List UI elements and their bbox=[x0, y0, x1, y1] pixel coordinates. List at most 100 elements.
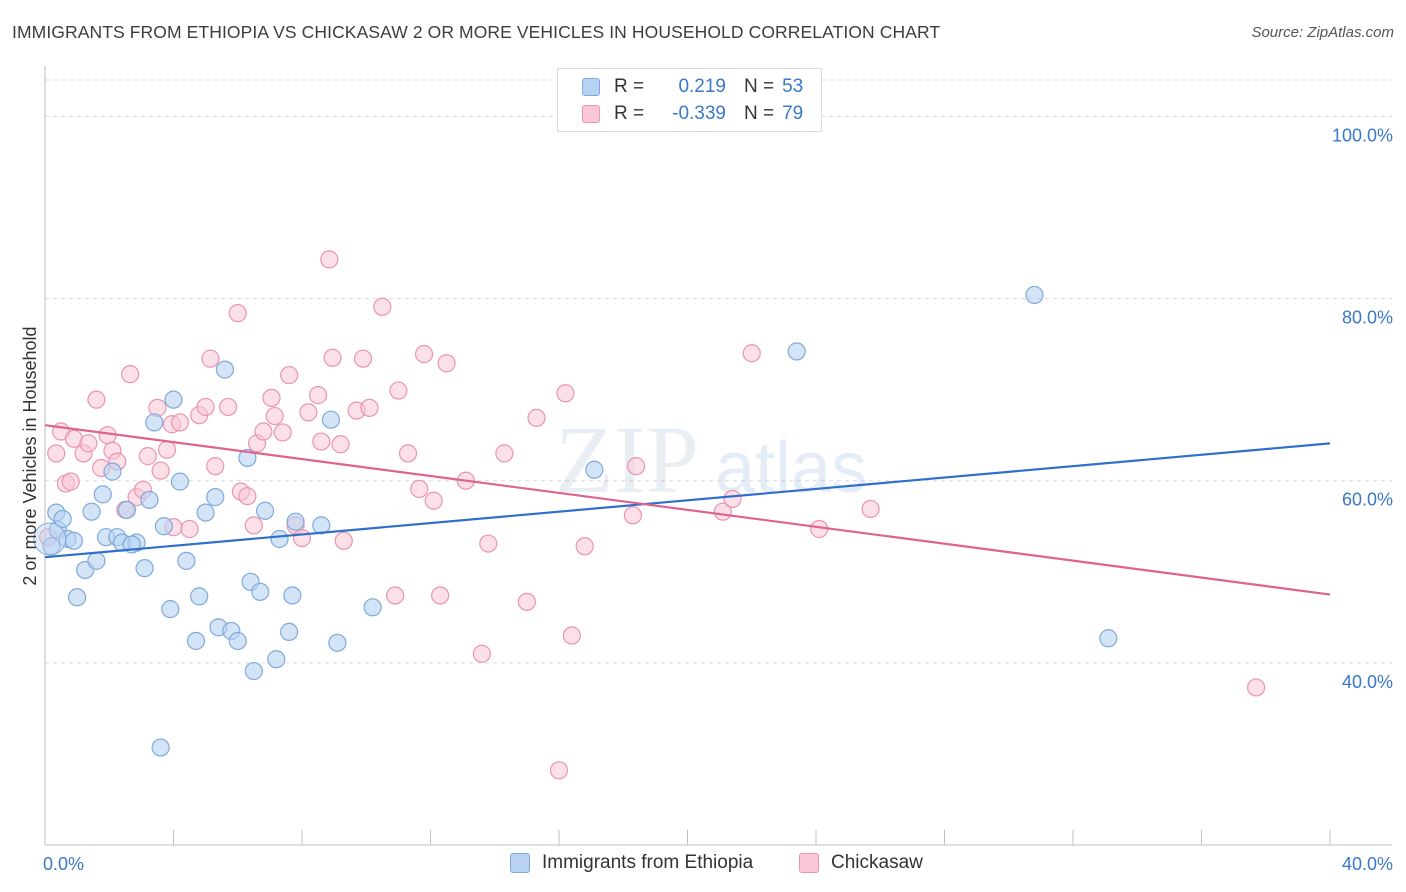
chickasaw-point bbox=[331, 435, 350, 454]
ethiopia-point bbox=[190, 587, 209, 606]
y-tick-label: 60.0% bbox=[1342, 490, 1393, 510]
chickasaw-point bbox=[323, 348, 342, 367]
ethiopia-point bbox=[1099, 629, 1118, 648]
chickasaw-point bbox=[424, 491, 443, 510]
chickasaw-point bbox=[262, 388, 281, 407]
ethiopia-point bbox=[286, 512, 305, 531]
ethiopia-point bbox=[186, 631, 206, 651]
chickasaw-point bbox=[527, 408, 546, 427]
legend-item-chickasaw[interactable]: Chickasaw bbox=[799, 852, 923, 874]
chickasaw-point bbox=[244, 516, 263, 535]
watermark: ZIP atlas bbox=[555, 406, 867, 513]
legend-swatch-pink bbox=[582, 105, 600, 123]
legend-n-label: N = bbox=[744, 103, 775, 124]
legend-r-value: -0.339 bbox=[672, 103, 726, 124]
ethiopia-point bbox=[164, 390, 183, 409]
ethiopia-point bbox=[585, 460, 604, 479]
ethiopia-point bbox=[64, 531, 84, 550]
chickasaw-point bbox=[121, 365, 140, 384]
ethiopia-point bbox=[170, 472, 190, 491]
ethiopia-point bbox=[82, 502, 101, 521]
ethiopia-point bbox=[321, 410, 341, 429]
watermark-zip: ZIP bbox=[555, 406, 699, 513]
ethiopia-point bbox=[93, 485, 112, 504]
y-axis-label: 2 or more Vehicles in Household bbox=[20, 326, 40, 585]
ethiopia-point bbox=[270, 529, 289, 549]
chickasaw-point bbox=[157, 440, 177, 459]
chickasaw-point bbox=[414, 345, 434, 364]
chickasaw-point bbox=[280, 365, 299, 385]
chickasaw-point bbox=[265, 406, 284, 426]
chickasaw-point bbox=[360, 398, 379, 417]
chickasaw-point bbox=[575, 537, 594, 556]
chickasaw-point bbox=[495, 444, 514, 463]
chickasaw-point bbox=[180, 519, 199, 539]
chickasaw-point bbox=[389, 381, 408, 400]
ethiopia-point bbox=[251, 582, 270, 601]
x-tick-label: 40.0% bbox=[1342, 854, 1393, 874]
legend-n-value: 53 bbox=[782, 76, 804, 97]
ethiopia-point bbox=[161, 600, 180, 619]
ethiopia-point bbox=[151, 738, 170, 757]
ethiopia-point bbox=[244, 661, 263, 681]
x-tick-label: 0.0% bbox=[43, 854, 84, 874]
chickasaw-point bbox=[472, 644, 491, 663]
chickasaw-point bbox=[47, 444, 66, 463]
ethiopia-point bbox=[154, 517, 173, 536]
ethiopia-point bbox=[68, 588, 87, 607]
chickasaw-point bbox=[151, 461, 170, 480]
ethiopia-point bbox=[196, 503, 215, 522]
ethiopia-point bbox=[145, 413, 164, 432]
legend-swatch-blue bbox=[510, 853, 530, 873]
legend-r-value: 0.219 bbox=[678, 76, 726, 97]
ethiopia-point bbox=[363, 598, 382, 617]
chickasaw-point bbox=[386, 586, 405, 605]
legend-item-ethiopia[interactable]: Immigrants from Ethiopia bbox=[510, 852, 753, 874]
legend-row-chickasaw: R = -0.339 N = 79 bbox=[582, 101, 803, 127]
ethiopia-point bbox=[228, 631, 247, 651]
chickasaw-point bbox=[334, 531, 353, 550]
ethiopia-point bbox=[280, 622, 299, 641]
ethiopia-point bbox=[267, 650, 286, 669]
ethiopia-point bbox=[328, 633, 347, 652]
chickasaw-point bbox=[410, 479, 429, 499]
chickasaw-point bbox=[79, 434, 98, 453]
chickasaw-point bbox=[201, 349, 220, 368]
series-chickasaw-points bbox=[39, 250, 1266, 780]
chickasaw-point bbox=[238, 487, 257, 506]
chickasaw-point bbox=[373, 297, 392, 316]
chickasaw-point bbox=[861, 499, 880, 519]
ethiopia-point-large bbox=[33, 522, 67, 556]
chickasaw-point bbox=[196, 397, 215, 417]
chickasaw-point bbox=[61, 472, 80, 491]
legend-label-chickasaw: Chickasaw bbox=[831, 852, 923, 873]
chickasaw-trend-line bbox=[44, 424, 1331, 596]
ethiopia-point bbox=[117, 500, 137, 519]
ethiopia-point bbox=[206, 488, 225, 507]
chickasaw-point bbox=[292, 528, 312, 548]
stats-legend: R = 0.219 N = 53 R = -0.339 N = 79 bbox=[557, 68, 822, 132]
chickasaw-point bbox=[219, 397, 238, 417]
chickasaw-point bbox=[437, 354, 456, 373]
chickasaw-point bbox=[431, 586, 450, 605]
chickasaw-point bbox=[273, 423, 292, 442]
chickasaw-point bbox=[170, 413, 190, 432]
ethiopia-point bbox=[103, 462, 122, 481]
ethiopia-point bbox=[53, 509, 72, 529]
chickasaw-point bbox=[353, 349, 373, 368]
legend-n-value: 79 bbox=[782, 103, 804, 124]
chickasaw-point bbox=[549, 761, 569, 780]
chickasaw-point bbox=[723, 489, 742, 509]
legend-swatch-blue bbox=[582, 78, 600, 96]
legend-row-ethiopia: R = 0.219 N = 53 bbox=[582, 74, 803, 100]
chickasaw-point bbox=[742, 344, 761, 363]
legend-n-label: N = bbox=[744, 76, 775, 97]
legend-r-label: R = bbox=[614, 103, 645, 124]
ethiopia-point bbox=[215, 360, 234, 379]
series-ethiopia-points bbox=[33, 285, 1118, 757]
chickasaw-point bbox=[626, 457, 646, 476]
ethiopia-point bbox=[140, 490, 159, 509]
legend-swatch-pink bbox=[799, 853, 819, 873]
chickasaw-point bbox=[623, 506, 642, 525]
